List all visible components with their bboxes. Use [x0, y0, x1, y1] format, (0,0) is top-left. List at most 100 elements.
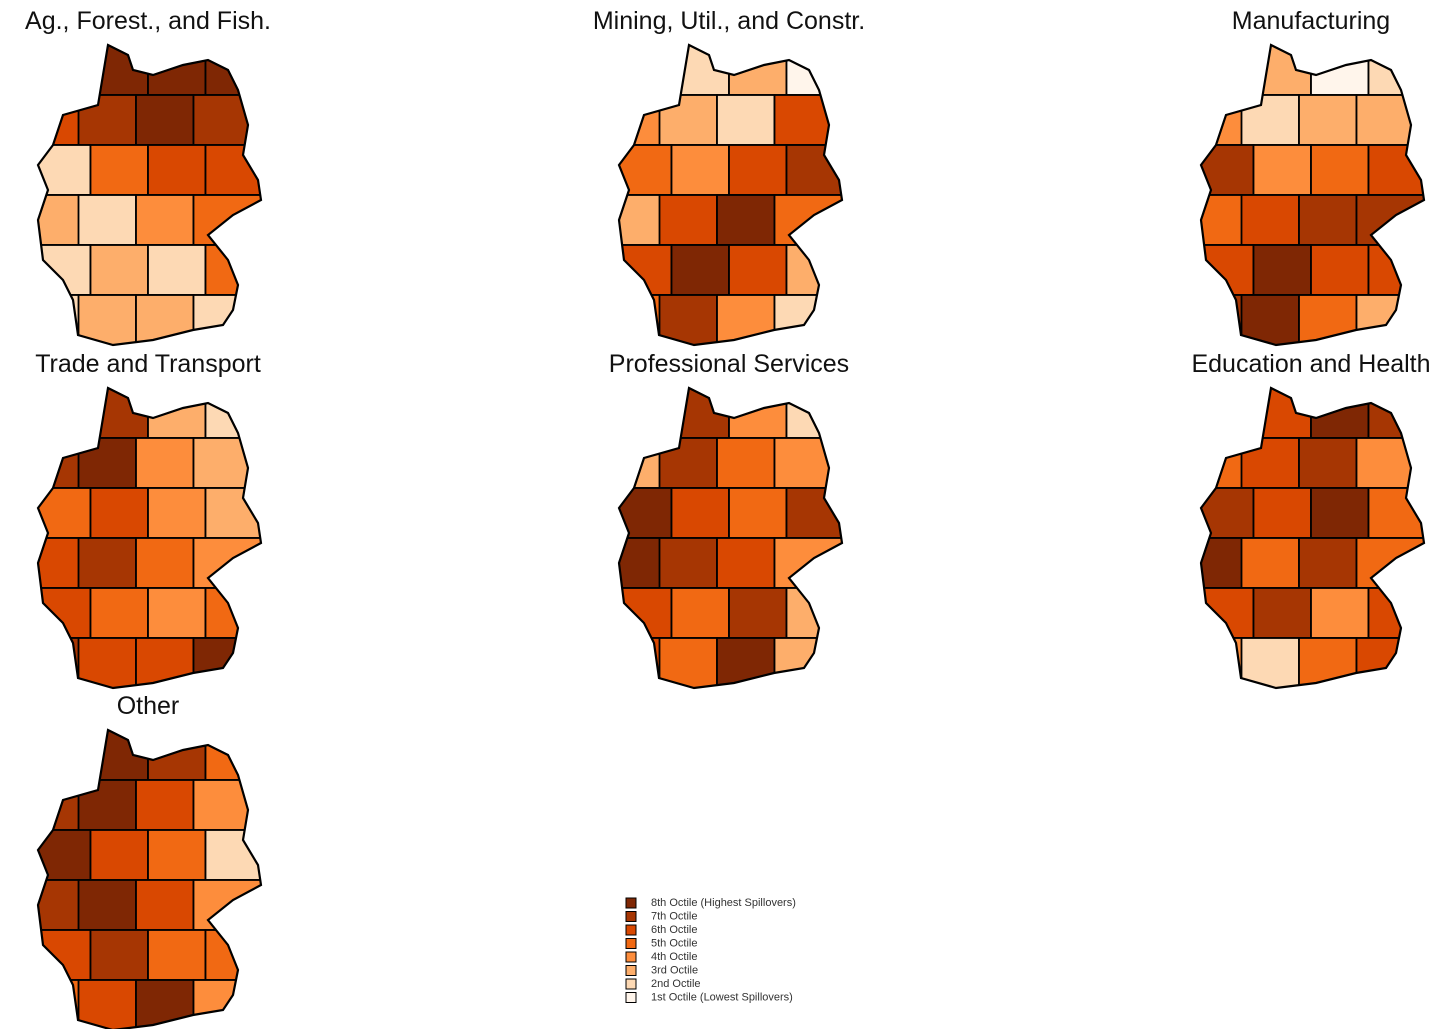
- region: [192, 194, 261, 246]
- region: [77, 94, 137, 146]
- region: [728, 144, 788, 196]
- regions: [38, 388, 261, 688]
- region: [773, 437, 842, 489]
- region: [192, 637, 261, 688]
- region: [89, 388, 149, 439]
- region: [192, 94, 261, 146]
- region: [773, 194, 842, 246]
- region: [135, 879, 195, 931]
- region: [89, 929, 149, 981]
- map: [36, 386, 263, 690]
- region: [658, 94, 718, 146]
- region: [77, 437, 137, 489]
- region: [1298, 194, 1358, 246]
- regions: [619, 45, 842, 345]
- region: [135, 437, 195, 489]
- region: [773, 294, 842, 345]
- region: [38, 487, 92, 539]
- map-title: Trade and Transport: [35, 350, 261, 378]
- country-outline: [36, 43, 263, 347]
- region: [716, 537, 776, 589]
- region: [1201, 45, 1255, 96]
- region: [1310, 388, 1370, 439]
- region: [619, 487, 673, 539]
- region: [77, 779, 137, 831]
- region: [1367, 388, 1424, 439]
- regions: [1201, 388, 1424, 688]
- region: [192, 537, 261, 589]
- region: [147, 487, 207, 539]
- region: [147, 45, 207, 96]
- region: [38, 829, 92, 881]
- region: [773, 537, 842, 589]
- region: [1201, 487, 1255, 539]
- map-title: Professional Services: [609, 350, 849, 378]
- region: [1355, 437, 1424, 489]
- legend-label: 3rd Octile: [651, 964, 698, 976]
- region: [147, 144, 207, 196]
- region: [89, 244, 149, 296]
- region: [716, 94, 776, 146]
- region: [89, 45, 149, 96]
- map-title: Other: [117, 692, 180, 720]
- region: [135, 779, 195, 831]
- legend-swatch: [625, 897, 637, 909]
- region: [135, 194, 195, 246]
- region: [1355, 94, 1424, 146]
- region: [192, 437, 261, 489]
- region: [1310, 587, 1370, 639]
- region: [1240, 194, 1300, 246]
- legend-label: 4th Octile: [651, 951, 697, 963]
- region: [716, 437, 776, 489]
- legend-label: 6th Octile: [651, 924, 697, 936]
- region: [204, 388, 261, 439]
- map-title: Ag., Forest., and Fish.: [25, 7, 271, 35]
- region: [728, 487, 788, 539]
- region: [728, 587, 788, 639]
- region: [670, 244, 730, 296]
- region: [204, 730, 261, 781]
- region: [1252, 388, 1312, 439]
- map-title: Mining, Util., and Constr.: [593, 7, 865, 35]
- region: [192, 979, 261, 1029]
- map: [617, 386, 844, 690]
- region: [147, 929, 207, 981]
- region: [135, 537, 195, 589]
- legend-swatch: [625, 978, 637, 990]
- region: [77, 879, 137, 931]
- map-title: Manufacturing: [1232, 7, 1390, 35]
- region: [1355, 194, 1424, 246]
- region: [670, 45, 730, 96]
- legend-swatch: [625, 924, 637, 936]
- region: [1355, 294, 1424, 345]
- region: [147, 730, 207, 781]
- region: [670, 144, 730, 196]
- region: [785, 587, 842, 639]
- region: [773, 637, 842, 688]
- region: [1310, 45, 1370, 96]
- region: [147, 244, 207, 296]
- region: [619, 45, 673, 96]
- region: [192, 294, 261, 345]
- country-outline: [1199, 43, 1426, 347]
- legend-swatch: [625, 951, 637, 963]
- region: [1240, 437, 1300, 489]
- legend-label: 2nd Octile: [651, 978, 701, 990]
- region: [77, 194, 137, 246]
- region: [1201, 144, 1255, 196]
- legend-label: 8th Octile (Highest Spillovers): [651, 897, 796, 909]
- region: [1355, 537, 1424, 589]
- region: [1310, 144, 1370, 196]
- region: [89, 144, 149, 196]
- region: [1367, 244, 1424, 296]
- region: [147, 829, 207, 881]
- region: [38, 730, 92, 781]
- region: [89, 829, 149, 881]
- region: [204, 587, 261, 639]
- map: [36, 43, 263, 347]
- region: [89, 587, 149, 639]
- region: [658, 194, 718, 246]
- region: [1240, 294, 1300, 345]
- region: [1298, 537, 1358, 589]
